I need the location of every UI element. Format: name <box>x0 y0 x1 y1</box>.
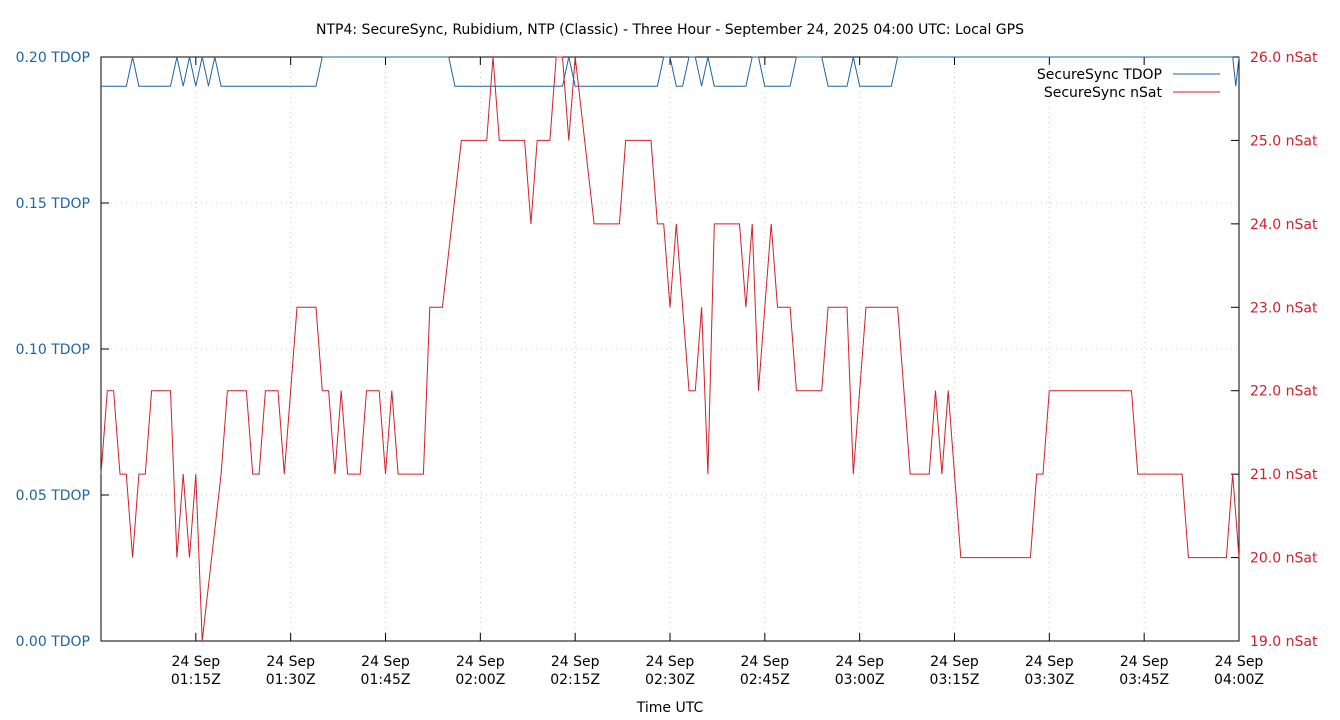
y-right-tick-label: 22.0 nSat <box>1250 384 1318 400</box>
x-tick-label-time: 01:45Z <box>361 672 411 688</box>
grid <box>101 57 1239 641</box>
chart-title: NTP4: SecureSync, Rubidium, NTP (Classic… <box>316 22 1024 38</box>
x-tick-label-time: 03:15Z <box>930 672 980 688</box>
y-left-tick-label: 0.05 TDOP <box>16 488 90 504</box>
y-right-tick-label: 23.0 nSat <box>1250 300 1318 316</box>
legend-label: SecureSync nSat <box>1044 85 1163 101</box>
y-axis-right: 19.0 nSat 20.0 nSat 21.0 nSat 22.0 nSat 23.0… <box>1231 50 1318 650</box>
x-tick-label-date: 24 Sep <box>361 654 410 670</box>
x-tick-label-time: 02:30Z <box>645 672 695 688</box>
x-tick-label-date: 24 Sep <box>456 654 505 670</box>
y-right-tick-label: 20.0 nSat <box>1250 551 1318 567</box>
x-tick-label-time: 03:00Z <box>835 672 885 688</box>
x-tick-label-time: 01:30Z <box>266 672 316 688</box>
x-tick-label-time: 01:15Z <box>171 672 221 688</box>
y-left-tick-label: 0.10 TDOP <box>16 342 90 358</box>
x-axis: 24 Sep 01:15Z 24 Sep 01:30Z 24 Sep 01:45Z 24 S… <box>171 57 1264 688</box>
y-left-tick-label: 0.15 TDOP <box>16 196 90 212</box>
x-tick-label-date: 24 Sep <box>646 654 695 670</box>
y-right-tick-label: 26.0 nSat <box>1250 50 1318 66</box>
x-tick-label-time: 03:30Z <box>1024 672 1074 688</box>
y-right-tick-label: 24.0 nSat <box>1250 217 1318 233</box>
y-right-tick-label: 19.0 nSat <box>1250 634 1318 650</box>
x-tick-label-date: 24 Sep <box>835 654 884 670</box>
legend: SecureSync TDOP SecureSync nSat <box>1037 67 1220 101</box>
x-tick-label-date: 24 Sep <box>1120 654 1169 670</box>
x-tick-label-time: 02:15Z <box>550 672 600 688</box>
series-lines <box>100 56 1240 642</box>
x-tick-label-time: 02:00Z <box>455 672 505 688</box>
x-tick-label-time: 03:45Z <box>1119 672 1169 688</box>
series-line-securesync-tdop <box>101 56 1240 87</box>
y-axis-left: 0.00 TDOP 0.05 TDOP 0.10 TDOP 0.15 TDOP 0.20… <box>16 50 109 650</box>
legend-label: SecureSync TDOP <box>1037 67 1162 83</box>
x-tick-label-date: 24 Sep <box>266 654 315 670</box>
y-left-tick-label: 0.20 TDOP <box>16 50 90 66</box>
y-left-tick-label: 0.00 TDOP <box>16 634 90 650</box>
x-tick-label-date: 24 Sep <box>172 654 221 670</box>
x-tick-label-time: 02:45Z <box>740 672 790 688</box>
x-tick-label-date: 24 Sep <box>930 654 979 670</box>
y-right-tick-label: 25.0 nSat <box>1250 133 1318 149</box>
x-tick-label-date: 24 Sep <box>551 654 600 670</box>
y-right-tick-label: 21.0 nSat <box>1250 467 1318 483</box>
x-tick-label-date: 24 Sep <box>1215 654 1264 670</box>
x-tick-label-date: 24 Sep <box>741 654 790 670</box>
x-tick-label-time: 04:00Z <box>1214 672 1264 688</box>
x-axis-label: Time UTC <box>636 700 704 716</box>
series-line-securesync-nsat <box>100 56 1240 642</box>
x-tick-label-date: 24 Sep <box>1025 654 1074 670</box>
